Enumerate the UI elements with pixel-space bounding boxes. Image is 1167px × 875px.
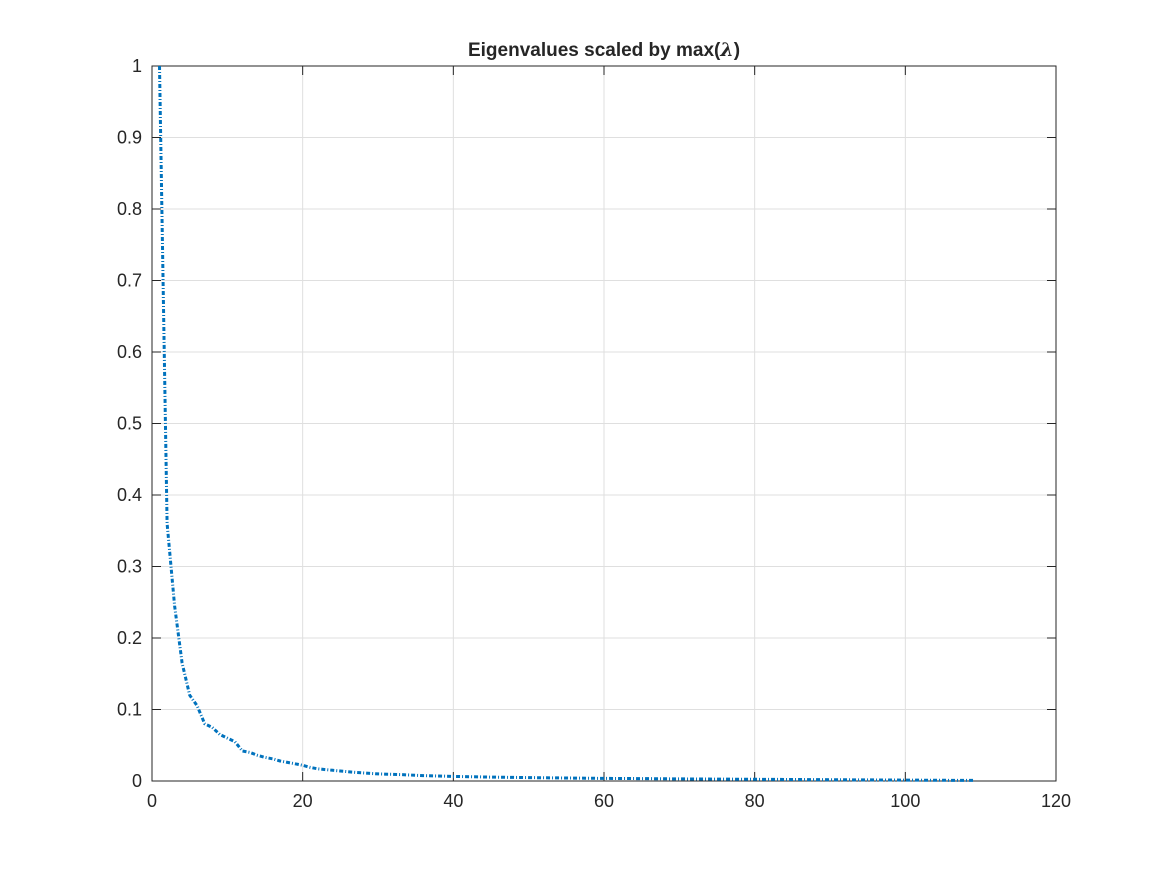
y-tick-label: 0.7 (117, 271, 142, 291)
chart-title-symbol: λ (719, 39, 733, 61)
y-tick-label: 0.3 (117, 557, 142, 577)
y-tick-label: 0.4 (117, 485, 142, 505)
y-tick-label: 0.6 (117, 342, 142, 362)
y-tick-label: 0.1 (117, 700, 142, 720)
x-tick-label: 120 (1041, 791, 1071, 811)
x-tick-label: 40 (443, 791, 463, 811)
ticks: 0 20 40 60 80 100 120 0 0.1 0.2 0.3 0.4 0.5 0.6 0.7 0.8… (117, 56, 1071, 811)
y-tick-label: 0.5 (117, 414, 142, 434)
x-tick-label: 80 (745, 791, 765, 811)
chart-title-suffix: ) (734, 40, 740, 61)
x-tick-label: 0 (147, 791, 157, 811)
chart-title: Eigenvalues scaled by max(λ) (468, 39, 740, 61)
y-tick-label: 0.8 (117, 199, 142, 219)
y-tick-label: 0.2 (117, 628, 142, 648)
chart-title-prefix: Eigenvalues scaled by max( (468, 40, 721, 61)
y-tick-label: 0 (132, 771, 142, 791)
x-tick-label: 20 (293, 791, 313, 811)
grid (152, 66, 1056, 781)
eigenvalue-series-line (158, 65, 974, 782)
x-tick-label: 60 (594, 791, 614, 811)
x-tick-label: 100 (890, 791, 920, 811)
series-layer (158, 65, 974, 782)
y-tick-label: 0.9 (117, 128, 142, 148)
y-tick-label: 1 (132, 56, 142, 76)
